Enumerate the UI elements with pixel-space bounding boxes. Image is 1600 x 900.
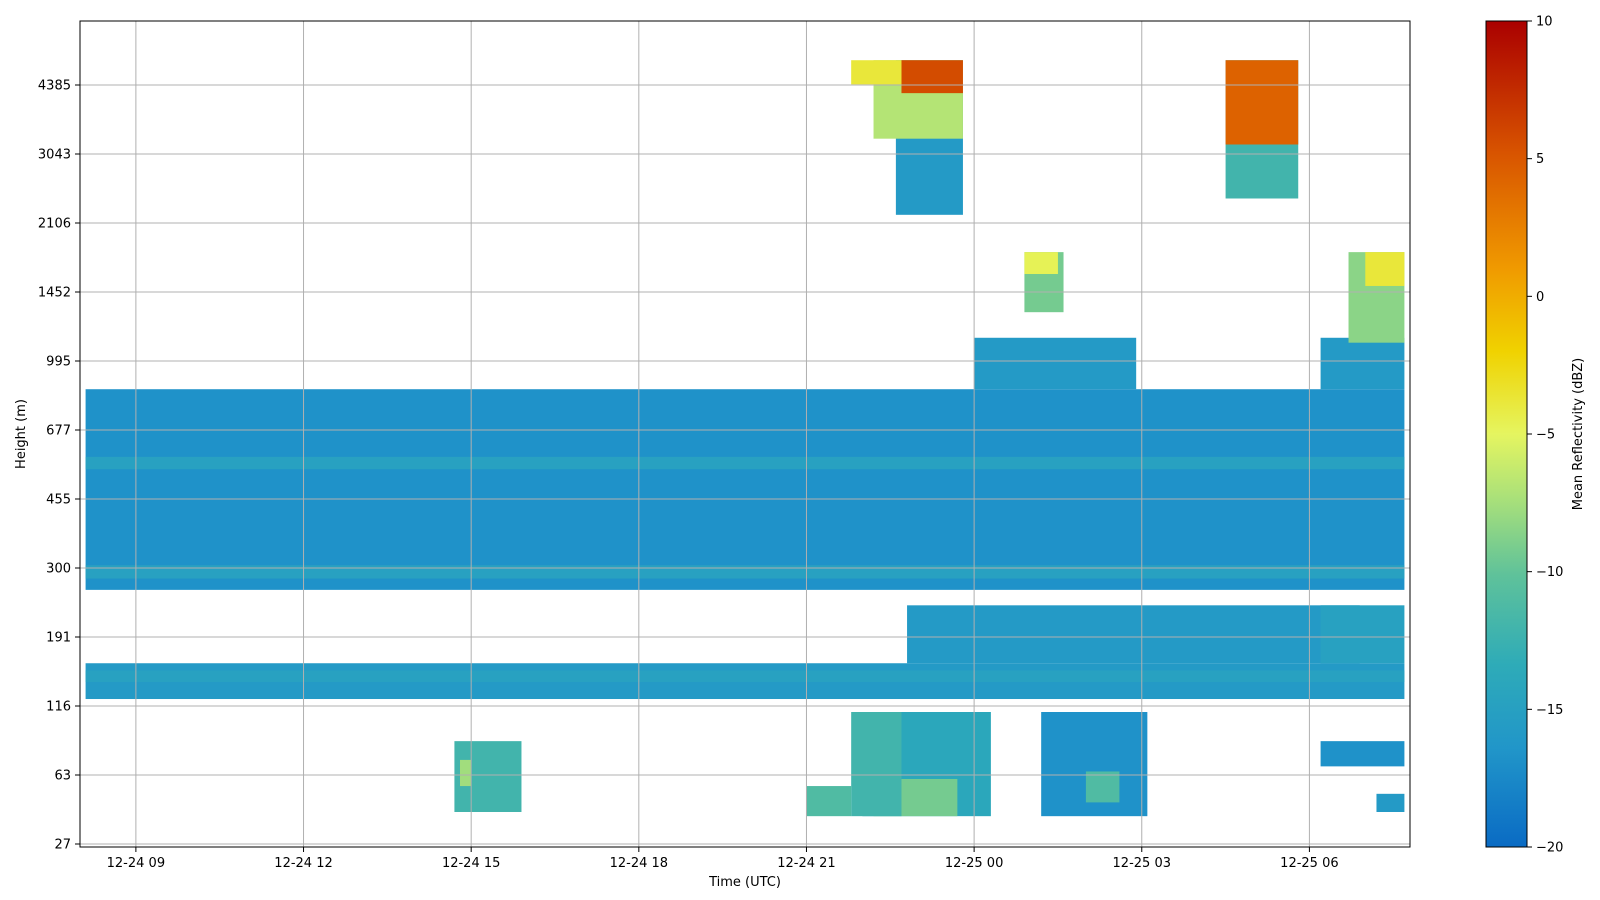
heatmap-cell (1085, 771, 1120, 803)
heatmap-cell (851, 712, 902, 817)
y-tick-label: 1452 (38, 286, 71, 301)
y-axis-label: Height (m) (14, 399, 29, 469)
x-tick-label: 12-24 21 (777, 856, 835, 871)
y-tick-label: 63 (54, 769, 71, 784)
heatmap-cell (1320, 605, 1405, 664)
heatmap-cell (907, 605, 1360, 664)
y-tick-label: 116 (46, 700, 71, 715)
heatmap-cell (1376, 793, 1405, 812)
heatmap-cell (1365, 252, 1405, 286)
heatmap-cell (1320, 337, 1405, 390)
colorbar-label: Mean Reflectivity (dBZ) (1571, 358, 1586, 511)
grid-lines (80, 21, 1410, 847)
colorbar-tick-label: 10 (1536, 15, 1553, 30)
x-tick-label: 12-24 09 (107, 856, 165, 871)
y-tick-label: 4385 (38, 79, 71, 94)
y-tick-label: 3043 (38, 148, 71, 163)
heatmap-cell (1320, 741, 1405, 767)
y-tick-label: 677 (46, 424, 71, 439)
x-axis-label: Time (UTC) (708, 875, 781, 890)
x-axis-ticks: 12-24 09 12-24 12 12-24 15 12-24 18 12-24 21… (107, 847, 1339, 871)
heatmap-cell (974, 337, 1137, 390)
x-tick-label: 12-24 15 (442, 856, 500, 871)
heatmap-cell (806, 786, 852, 817)
colorbar (1485, 20, 1528, 848)
colorbar-tick-label: −20 (1536, 841, 1563, 856)
heatmap-cell (1024, 252, 1058, 274)
colorbar-ticks: 10 5 0 −5 −10 −15 −20 (1527, 15, 1563, 856)
colorbar-tick-label: −5 (1536, 428, 1555, 443)
heatmap-cell (85, 670, 1405, 682)
y-tick-label: 995 (46, 355, 71, 370)
x-tick-label: 12-25 06 (1280, 856, 1338, 871)
y-tick-label: 455 (46, 493, 71, 508)
heatmap-cell (85, 565, 1405, 579)
colorbar-tick-label: 0 (1536, 290, 1544, 305)
y-tick-label: 191 (46, 631, 71, 646)
plot-frame (79, 20, 1411, 848)
y-tick-label: 2106 (38, 217, 71, 232)
heatmap-cell (460, 759, 472, 787)
x-tick-label: 12-25 00 (945, 856, 1003, 871)
y-axis-ticks: 27 63 116 191 300 455 677 995 1452 2106 3043 4385 (38, 79, 80, 853)
x-tick-label: 12-25 03 (1113, 856, 1171, 871)
heatmap-cell (901, 60, 963, 94)
x-tick-label: 12-24 18 (610, 856, 668, 871)
heatmap-cell (851, 60, 902, 85)
colorbar-tick-label: 5 (1536, 152, 1544, 167)
heatmap-cell (85, 456, 1405, 470)
colorbar-tick-label: −15 (1536, 703, 1563, 718)
y-tick-label: 27 (54, 838, 71, 853)
heatmap-cell (1225, 60, 1299, 145)
heatmap-cells (85, 60, 1405, 817)
x-tick-label: 12-24 12 (274, 856, 332, 871)
y-tick-label: 300 (46, 562, 71, 577)
colorbar-tick-label: −10 (1536, 565, 1563, 580)
heatmap-cell (85, 389, 1405, 590)
